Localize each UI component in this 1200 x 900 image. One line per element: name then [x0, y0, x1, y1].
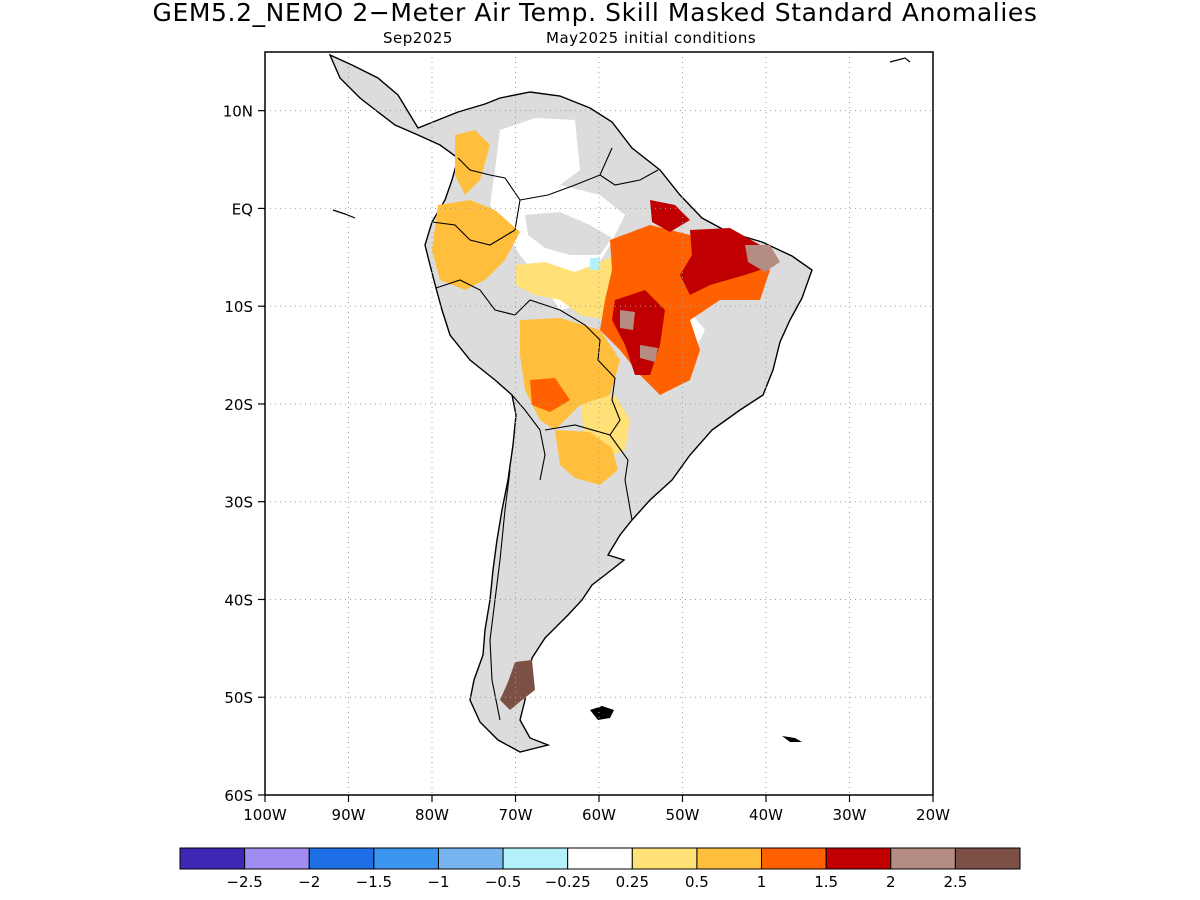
lat-tick-label: 30S: [224, 494, 253, 512]
anomaly-rose-region: [745, 245, 780, 272]
colorbar-label: −0.25: [545, 873, 591, 891]
colorbar-label: 0.5: [685, 873, 709, 891]
colorbar-label: 2: [886, 873, 896, 891]
anomaly-orange-region: [432, 200, 520, 290]
lat-tick-label: 60S: [224, 787, 253, 805]
anomaly-gray-patch: [525, 212, 612, 255]
lon-tick-label: 80W: [415, 806, 449, 824]
falklands-outline: [590, 706, 614, 720]
lon-tick-label: 20W: [916, 806, 950, 824]
colorbar-swatch: [179, 847, 246, 870]
lat-tick-label: 20S: [224, 396, 253, 414]
longitude-ticks: 100W 90W 80W 70W 60W 50W 40W 30W 20W: [243, 795, 950, 824]
lon-tick-label: 100W: [243, 806, 287, 824]
country-borders: [431, 147, 659, 721]
anomaly-lightblue-cell: [590, 258, 600, 270]
colorbar-swatch: [308, 847, 375, 870]
anomaly-fields: [432, 118, 780, 710]
colorbar-label: −1: [427, 873, 449, 891]
anomaly-rose-region-3: [640, 345, 658, 362]
colorbar-swatch: [567, 847, 633, 870]
colorbar-swatch: [244, 847, 310, 870]
colorbar-label: −1.5: [356, 873, 392, 891]
colorbar-label: 2.5: [943, 873, 967, 891]
colorbar-label: 1: [757, 873, 767, 891]
colorbar-label: −0.5: [485, 873, 521, 891]
colorbar-swatch: [890, 847, 956, 870]
lon-tick-label: 40W: [749, 806, 783, 824]
colorbar-label: 0.25: [616, 873, 649, 891]
colorbar-swatch: [502, 847, 569, 870]
lon-tick-label: 90W: [332, 806, 366, 824]
lat-tick-label: 10S: [224, 298, 253, 316]
colorbar-swatch: [825, 847, 892, 870]
colorbar-swatch: [437, 847, 504, 870]
colorbar-label: −2: [298, 873, 320, 891]
colorbar-swatch: [954, 847, 1021, 870]
anomaly-brown-region: [500, 660, 535, 710]
lat-tick-label: EQ: [232, 200, 253, 218]
caribbean-island-outline: [332, 57, 911, 219]
colorbar-swatch: [761, 847, 827, 870]
south-georgia-outline: [782, 736, 802, 742]
lat-tick-label: 10N: [223, 103, 253, 121]
colorbar-label: −2.5: [226, 873, 262, 891]
lon-tick-label: 30W: [833, 806, 867, 824]
colorbar-swatch: [373, 847, 439, 870]
anomaly-orange-region-3: [555, 430, 618, 485]
init-conditions-label: May2025 initial conditions: [546, 29, 757, 47]
lat-tick-label: 50S: [224, 689, 253, 707]
anomaly-red-region: [680, 228, 775, 295]
lon-tick-label: 60W: [582, 806, 616, 824]
colorbar-swatch: [696, 847, 763, 870]
anomaly-rose-region-2: [620, 310, 635, 330]
colorbar-label: 1.5: [814, 873, 838, 891]
colorbar: −2.5 −2 −1.5 −1 −0.5 −0.25 0.25 0.5 1 1.5 2 2.5: [179, 847, 1021, 891]
colorbar-swatch: [631, 847, 698, 870]
lon-tick-label: 70W: [499, 806, 533, 824]
map-title: GEM5.2_NEMO 2−Meter Air Temp. Skill Mask…: [152, 0, 1038, 27]
lon-tick-label: 50W: [666, 806, 700, 824]
lat-tick-label: 40S: [224, 591, 253, 609]
valid-month-label: Sep2025: [383, 29, 453, 47]
anomaly-orange-region-4: [455, 130, 490, 195]
latitude-ticks: 10N EQ 10S 20S 30S 40S 50S 60S: [223, 103, 265, 805]
